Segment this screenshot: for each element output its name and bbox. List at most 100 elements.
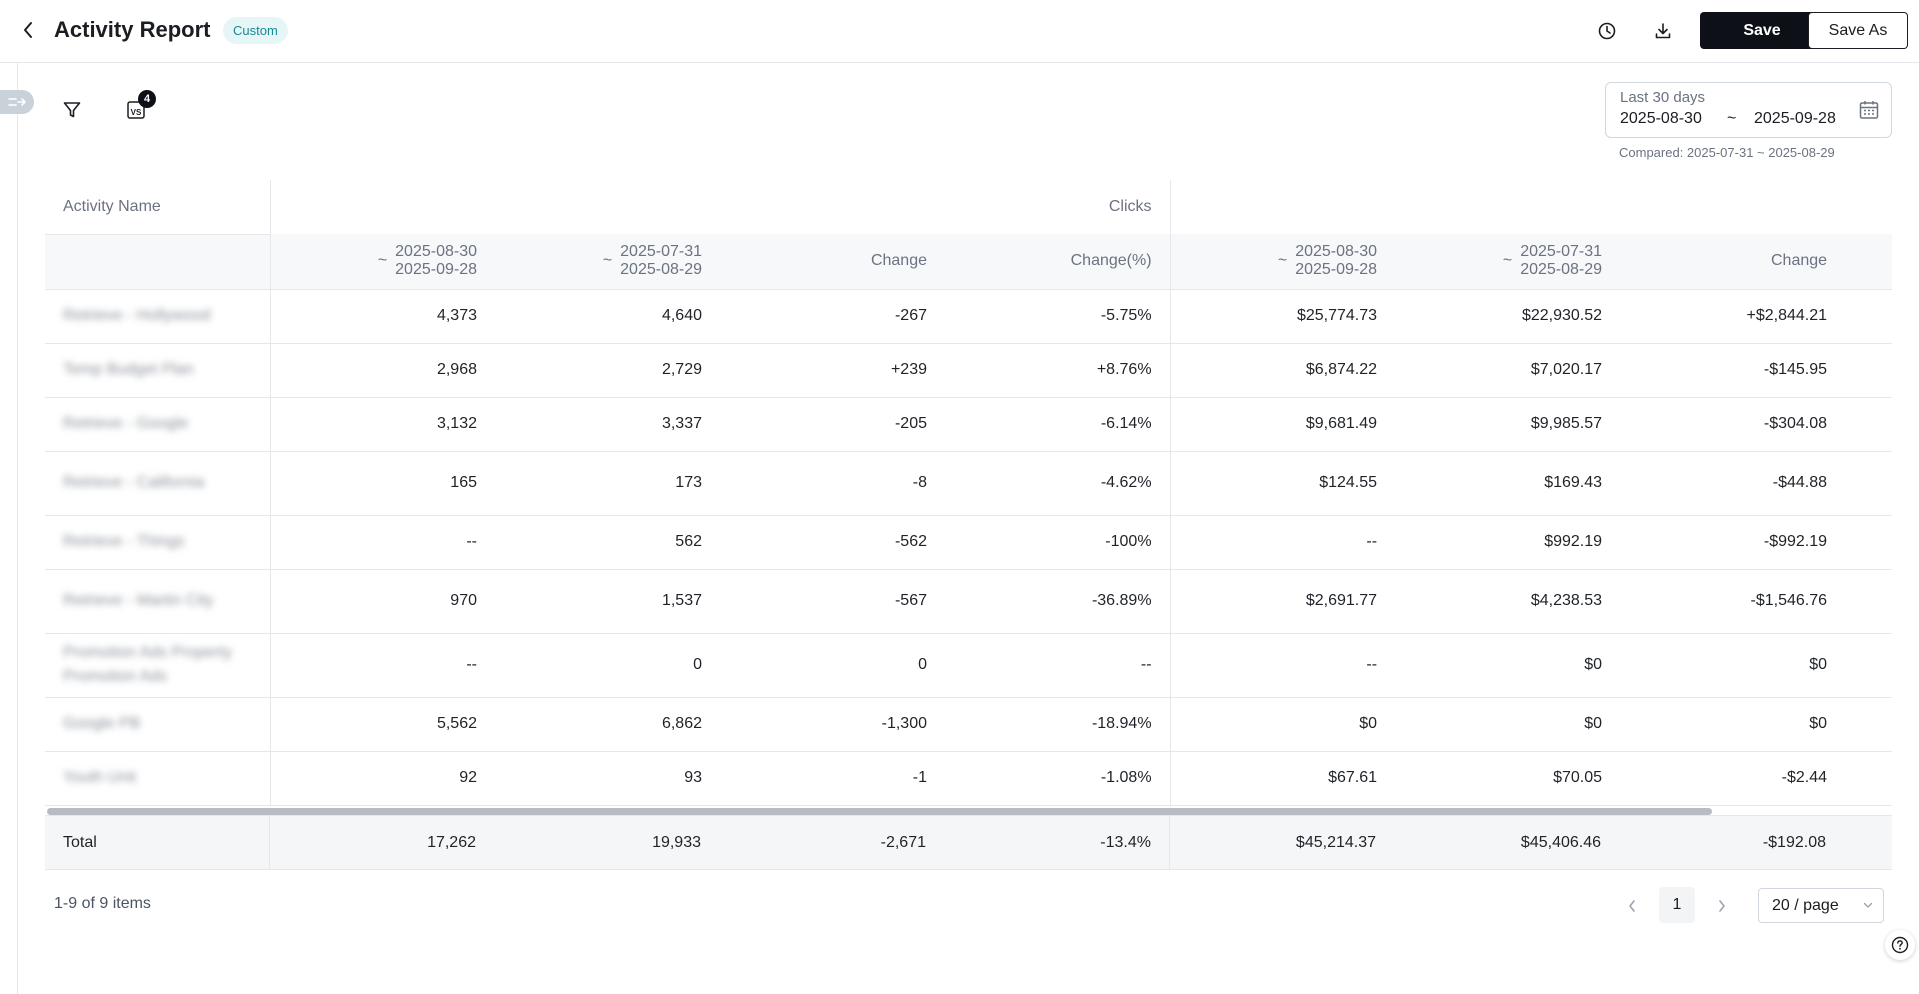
activity-name-cell[interactable]: Promotion Ads Property Promotion Ads <box>45 633 271 698</box>
overflow-cell <box>1845 633 1892 698</box>
table-row[interactable]: Retrieve - Hollywood 4,373 4,640 -267 -5.75%… <box>45 289 1892 344</box>
table-cell: -- <box>945 633 1171 698</box>
table-cell: $7,020.17 <box>1395 343 1621 398</box>
column-header-previous-period-cost[interactable]: ~2025-07-31 2025-08-29 <box>1395 234 1621 290</box>
activity-name-cell[interactable]: Google PB <box>45 697 271 752</box>
table-row[interactable]: Retrieve - Things -- 562 -562 -100% -- $992.19… <box>45 515 1892 570</box>
table-cell: $0 <box>1395 697 1621 752</box>
help-button[interactable] <box>1885 930 1915 960</box>
left-rail <box>0 63 18 994</box>
calendar-icon <box>1859 101 1879 119</box>
table-cell: -100% <box>945 515 1171 570</box>
activity-name-cell[interactable]: Retrieve - Things <box>45 515 271 570</box>
period-start: 2025-07-31 <box>620 243 702 261</box>
table-cell: 0 <box>495 633 720 698</box>
table-cell: 173 <box>495 451 720 516</box>
total-cell: $45,406.46 <box>1520 834 1601 851</box>
period-end: 2025-08-29 <box>1520 261 1603 279</box>
chevron-left-icon <box>1629 900 1635 912</box>
column-header-current-period-cost[interactable]: ~2025-08-30 2025-09-28 <box>1170 234 1396 290</box>
period-start: 2025-08-30 <box>395 243 477 261</box>
activity-name-cell[interactable]: Retrieve - California <box>45 451 271 516</box>
chevron-left-icon <box>24 22 32 38</box>
page-size-select[interactable]: 20 / page <box>1758 888 1884 923</box>
back-button[interactable] <box>18 18 38 42</box>
prev-page-button[interactable] <box>1618 892 1646 920</box>
total-cell: -$192.08 <box>1762 834 1826 851</box>
table-cell: -- <box>1170 515 1396 570</box>
table-row[interactable]: Youth Unit 92 93 -1 -1.08% $67.61 $70.05 -$2.44 <box>45 751 1892 806</box>
table-cell: +$2,844.21 <box>1620 289 1846 344</box>
column-header-activity-name[interactable]: Activity Name <box>45 180 271 235</box>
activity-name: Retrieve - Hollywood <box>63 307 211 324</box>
table-row[interactable]: Retrieve - Google 3,132 3,337 -205 -6.14% $9,… <box>45 397 1892 452</box>
activity-name-cell[interactable]: Retrieve - Martin City <box>45 569 271 634</box>
table-cell: -267 <box>720 289 945 344</box>
overflow-cell <box>1845 751 1892 806</box>
table-cell: 93 <box>495 751 720 806</box>
date-range-end[interactable]: 2025-09-28 <box>1754 110 1836 127</box>
table-cell: $992.19 <box>1395 515 1621 570</box>
total-cell: $45,214.37 <box>1295 834 1376 851</box>
table-row[interactable]: Retrieve - California 165 173 -8 -4.62% $124.… <box>45 451 1892 516</box>
expand-sidebar-button[interactable] <box>0 90 34 114</box>
overflow-cell <box>1845 343 1892 398</box>
compare-button[interactable]: VS 4 <box>122 90 156 126</box>
activity-name: Retrieve - Martin City <box>63 592 214 609</box>
date-range-separator: ~ <box>1727 110 1737 127</box>
page-number-button[interactable]: 1 <box>1659 887 1695 923</box>
activity-name-cell[interactable]: Temp Budget Plan <box>45 343 271 398</box>
save-as-button[interactable]: Save As <box>1808 12 1908 49</box>
table-cell: -- <box>1170 633 1396 698</box>
total-label: Total <box>63 834 97 851</box>
table-cell: 3,132 <box>270 397 495 452</box>
next-page-button[interactable] <box>1708 892 1736 920</box>
total-cell: 19,933 <box>652 834 701 851</box>
table-cell: 0 <box>720 633 945 698</box>
activity-name-cell[interactable]: Retrieve - Hollywood <box>45 289 271 344</box>
column-header-change-cost[interactable]: Change <box>1620 234 1846 290</box>
date-range-picker[interactable]: Last 30 days 2025-08-30 ~ 2025-09-28 <box>1605 82 1892 138</box>
period-tilde: ~ <box>602 252 613 270</box>
table-row[interactable]: Temp Budget Plan 2,968 2,729 +239 +8.76% $6,8… <box>45 343 1892 398</box>
filter-button[interactable] <box>58 96 86 124</box>
date-range-label: Last 30 days <box>1620 89 1706 106</box>
column-header-change[interactable]: Change <box>720 234 945 290</box>
table-row[interactable]: Google PB 5,562 6,862 -1,300 -18.94% $0 $0 $0 <box>45 697 1892 752</box>
activity-name-cell[interactable]: Youth Unit <box>45 751 271 806</box>
total-cell: -13.4% <box>1100 834 1151 851</box>
table-cell: 92 <box>270 751 495 806</box>
column-header-change-pct[interactable]: Change(%) <box>945 234 1171 290</box>
total-cell: -2,671 <box>880 834 926 851</box>
period-end: 2025-08-29 <box>620 261 702 279</box>
column-header-current-period[interactable]: ~2025-08-30 2025-09-28 <box>270 234 495 290</box>
table-cell: 970 <box>270 569 495 634</box>
table-row[interactable]: Promotion Ads Property Promotion Ads -- 0 0… <box>45 633 1892 698</box>
group-header-cost <box>1170 180 1892 234</box>
table-cell: $2,691.77 <box>1170 569 1396 634</box>
date-range-start[interactable]: 2025-08-30 <box>1620 110 1702 127</box>
compare-vs-icon: VS <box>127 101 145 119</box>
activity-name-cell[interactable]: Retrieve - Google <box>45 397 271 452</box>
compare-count-badge: 4 <box>138 90 156 108</box>
table-cell: 2,729 <box>495 343 720 398</box>
history-button[interactable] <box>1593 17 1621 45</box>
save-button[interactable]: Save <box>1700 12 1824 49</box>
table-cell: $0 <box>1620 697 1846 752</box>
download-button[interactable] <box>1649 17 1677 45</box>
chevron-right-icon <box>1719 900 1725 912</box>
table-cell: -4.62% <box>945 451 1171 516</box>
overflow-cell <box>1845 451 1892 516</box>
report-table-container: Activity Name Clicks ~2025-08-30 2025-09-… <box>45 180 1892 870</box>
activity-name: Retrieve - Google <box>63 415 189 432</box>
table-cell: 562 <box>495 515 720 570</box>
download-icon <box>1655 23 1671 39</box>
table-row[interactable]: Retrieve - Martin City 970 1,537 -567 -36.89… <box>45 569 1892 634</box>
report-table: Activity Name Clicks ~2025-08-30 2025-09-… <box>45 180 1892 806</box>
horizontal-scrollbar[interactable] <box>47 808 1712 815</box>
overflow-cell <box>1845 515 1892 570</box>
table-cell: -$304.08 <box>1620 397 1846 452</box>
column-header-previous-period[interactable]: ~2025-07-31 2025-08-29 <box>495 234 720 290</box>
table-cell: $25,774.73 <box>1170 289 1396 344</box>
activity-name: Youth Unit <box>63 769 137 786</box>
